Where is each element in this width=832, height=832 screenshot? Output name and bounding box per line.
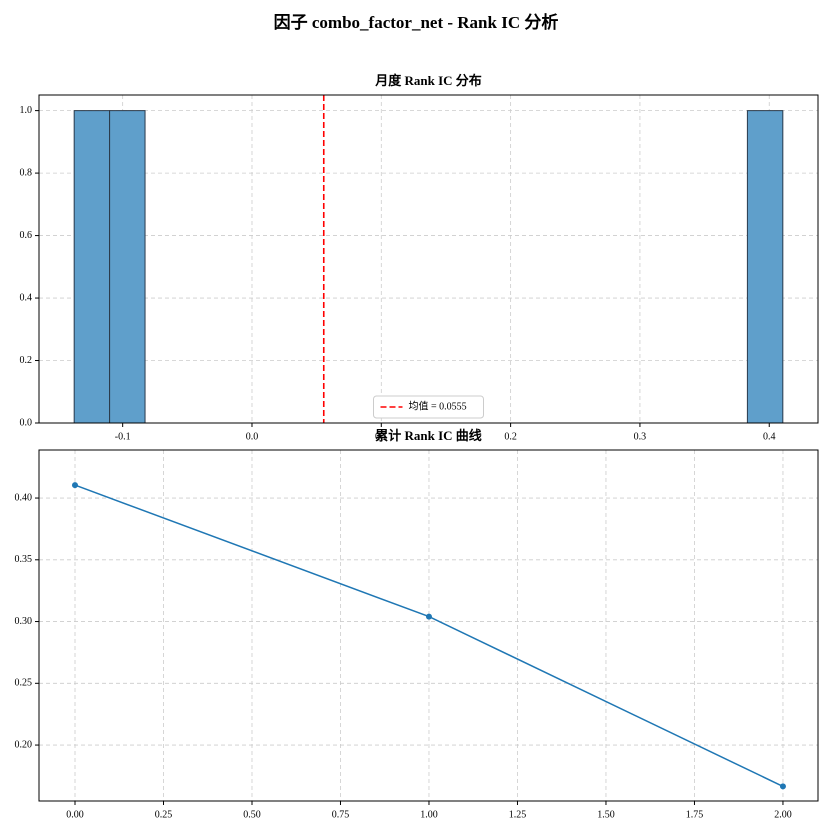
x-tick-label: 1.75 — [686, 809, 704, 820]
bar — [746, 110, 784, 424]
x-tick-label: 0.00 — [66, 809, 84, 820]
x-tick-label: 1.00 — [420, 809, 438, 820]
point — [425, 613, 432, 620]
y-tick-label: 0.30 — [15, 616, 33, 627]
y-tick-label: 0.8 — [20, 167, 33, 178]
point — [71, 482, 78, 489]
x-tick-label: 0.2 — [504, 431, 517, 442]
x-tick-label: -0.1 — [115, 431, 131, 442]
legend-box — [373, 395, 484, 419]
figure-title: 因子 combo_factor_net - Rank IC 分析 — [274, 12, 559, 32]
y-tick-label: 1.0 — [20, 105, 33, 116]
x-tick-label: 0.0 — [246, 431, 259, 442]
x-tick-label: 0.25 — [155, 809, 173, 820]
x-tick-label: 0.75 — [332, 809, 350, 820]
point — [779, 783, 786, 790]
x-tick-label: 0.1 — [375, 431, 388, 442]
x-tick-label: 0.3 — [634, 431, 647, 442]
bar — [109, 110, 146, 424]
y-tick-label: 0.25 — [15, 678, 33, 689]
y-tick-label: 0.40 — [15, 492, 33, 503]
y-tick-label: 0.2 — [20, 355, 33, 366]
axes-frame — [38, 449, 819, 802]
y-tick-label: 0.35 — [15, 554, 33, 565]
legend-label: 均值 = 0.0555 — [409, 399, 467, 412]
y-tick-label: 0.4 — [20, 292, 33, 303]
x-tick-label: 1.25 — [509, 809, 527, 820]
axes-title: 累计 Rank IC 曲线 — [375, 428, 482, 443]
y-tick-label: 0.20 — [15, 739, 33, 750]
axes-frame — [38, 94, 819, 424]
x-tick-label: 2.00 — [774, 809, 792, 820]
bar — [73, 110, 111, 424]
x-tick-label: 1.50 — [597, 809, 615, 820]
x-tick-label: 0.50 — [243, 809, 261, 820]
y-tick-label: 0.6 — [20, 230, 33, 241]
axes-title: 月度 Rank IC 分布 — [374, 73, 482, 88]
y-tick-label: 0.0 — [20, 417, 33, 428]
x-tick-label: 0.4 — [763, 431, 776, 442]
